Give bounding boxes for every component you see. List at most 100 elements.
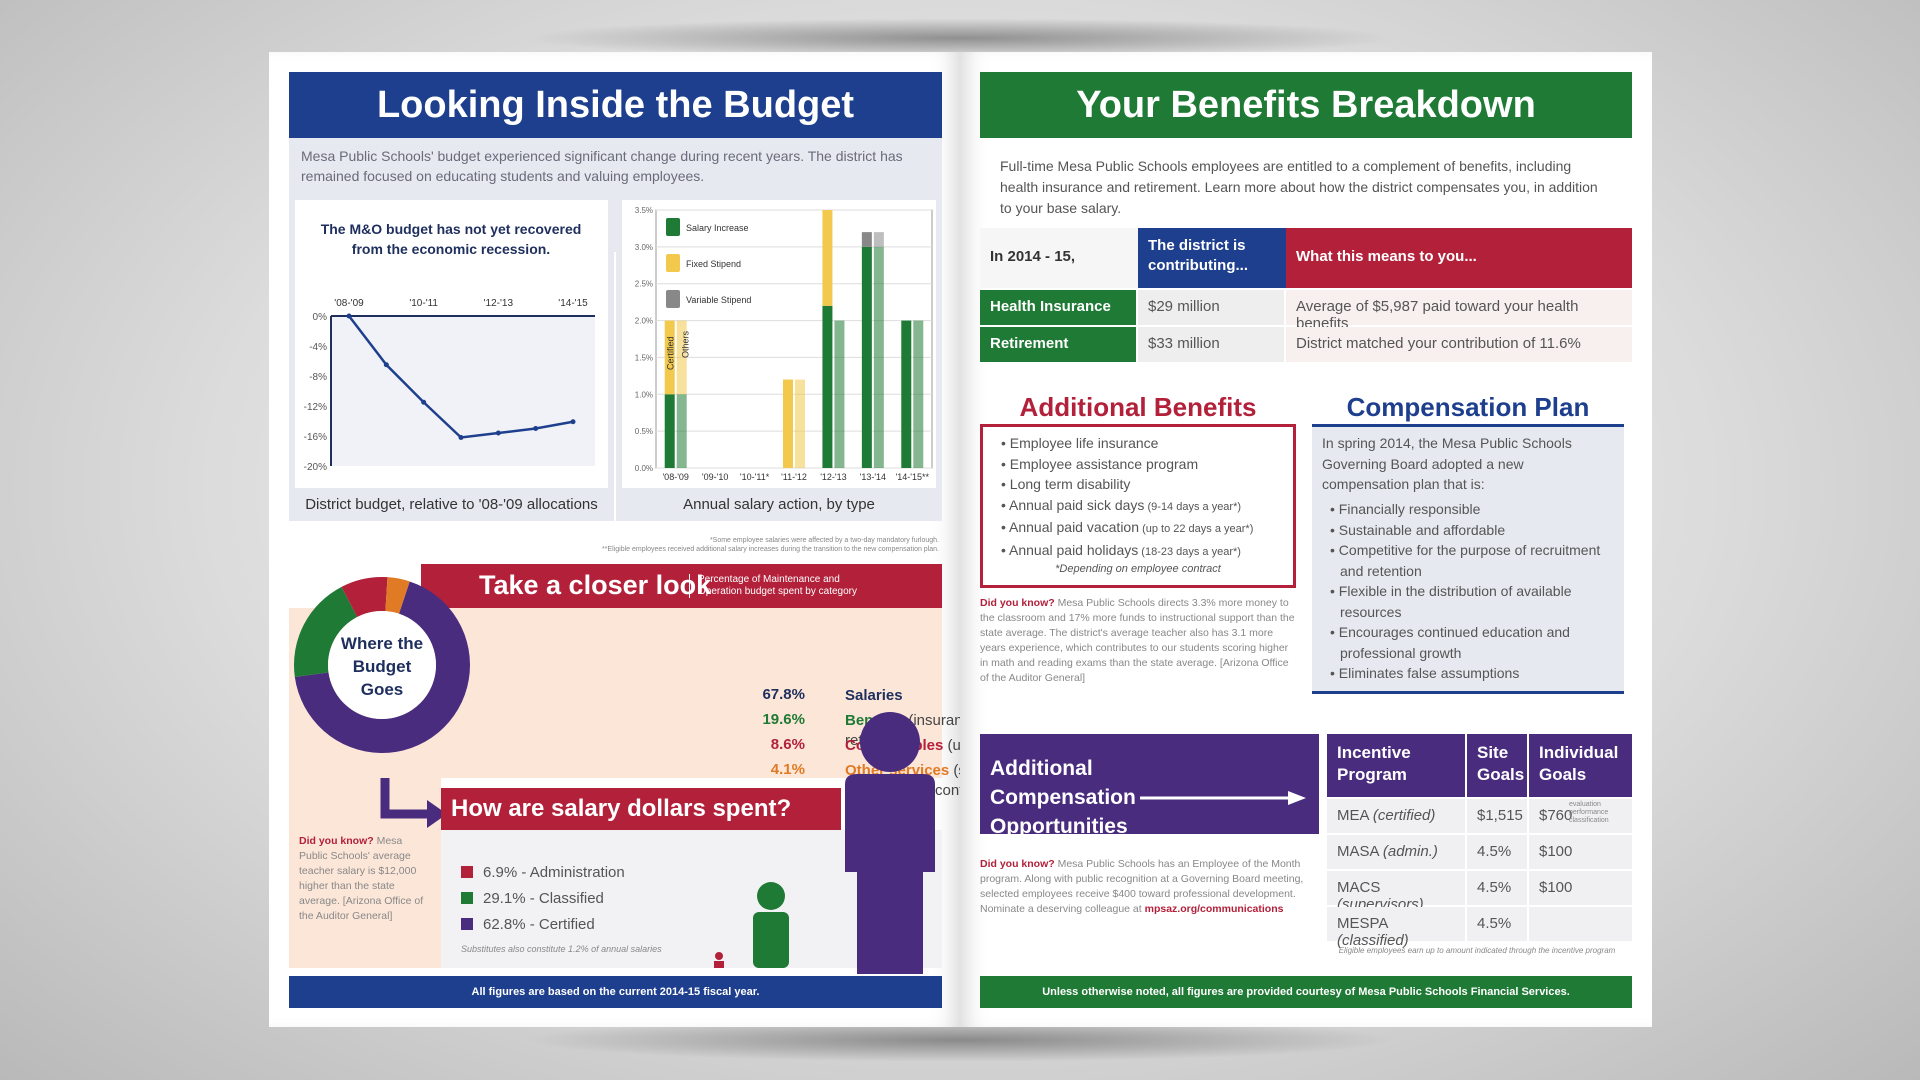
- donut-slice: [341, 576, 388, 618]
- bar-segment: [822, 305, 833, 468]
- person-icon-large: [845, 712, 935, 974]
- x-tick-label: '11-'12: [781, 472, 807, 482]
- benefit-meaning: Average of $5,987 paid toward your healt…: [1286, 290, 1632, 332]
- salary-row: 29.1% - Classified: [461, 890, 604, 907]
- y-tick-label: 1.0%: [635, 390, 653, 399]
- salary-label: 29.1% - Classified: [483, 890, 604, 907]
- x-tick-label: '10-'11: [409, 298, 438, 309]
- benefit-amount: $33 million: [1138, 327, 1284, 362]
- category-detail: (utilities, fuel & supplies): [947, 737, 960, 754]
- plot-frame: [655, 209, 933, 469]
- compensation-plan-box: In spring 2014, the Mesa Public Schools …: [1312, 424, 1624, 694]
- closer-look-subtitle: Percentage of Maintenance and Operation …: [689, 574, 879, 598]
- bar-segment: [873, 232, 884, 247]
- spread-shadow-top: [520, 18, 1400, 58]
- comp-list: • Financially responsible • Sustainable a…: [1330, 499, 1610, 684]
- donut-chart: Where the Budget Goes: [287, 570, 477, 760]
- additional-benefit-detail: (9-14 days a year*): [1144, 500, 1242, 513]
- group-label-others: Others: [681, 330, 691, 358]
- donut-hole: [328, 611, 436, 719]
- incentive-program: MASA (admin.): [1327, 835, 1465, 870]
- additional-benefit-item: • Employee life insurance: [1001, 435, 1159, 451]
- benefits-row: Health Insurance $29 million Average of $5…: [980, 290, 1632, 332]
- bar-segment: [901, 320, 912, 468]
- program-name: MACS: [1337, 879, 1381, 896]
- salary-swatch: [461, 892, 473, 904]
- budget-line-chart: The M&O budget has not yet recovered from…: [304, 221, 595, 473]
- dyk-label: Did you know?: [299, 835, 374, 847]
- comp-plan-item: • Encourages continued education and pro…: [1330, 624, 1570, 661]
- chart-footnote-2: **Eligible employees received additional…: [602, 546, 939, 553]
- y-tick-label: 2.0%: [635, 317, 653, 326]
- site-goal: $1,515: [1467, 799, 1527, 834]
- budget-line-chart-panel: The M&O budget has not yet recovered from…: [289, 196, 614, 521]
- donut-slice: [385, 577, 410, 614]
- right-footer: Unless otherwise noted, all figures are …: [980, 976, 1632, 1008]
- donut-label: Where the Budget Goes: [340, 634, 424, 699]
- did-you-know-salary: Did you know? Mesa Public Schools' avera…: [289, 778, 447, 968]
- y-tick-label: -12%: [304, 402, 327, 413]
- bar-segment: [783, 379, 793, 468]
- group-label-certified: Certified: [666, 336, 676, 370]
- dyk-label: Did you know?: [980, 858, 1055, 870]
- incentive-program: MEA (certified): [1327, 799, 1465, 834]
- benefit-meaning: District matched your contribution of 11…: [1286, 327, 1632, 362]
- program-name: MESPA: [1337, 915, 1388, 932]
- dyk-text: Did you know? Mesa Public Schools' avera…: [299, 834, 429, 924]
- individual-goal: $760 evaluation performance classificatio…: [1529, 799, 1632, 834]
- y-tick-label: 1.5%: [635, 353, 653, 362]
- bar-segment: [822, 210, 833, 306]
- program-group: (classified): [1337, 932, 1409, 949]
- x-tick-label: '08-'09: [662, 472, 688, 482]
- salary-label: 62.8% - Certified: [483, 916, 595, 933]
- additional-benefits-box: • Employee life insurance • Employee assi…: [980, 424, 1296, 588]
- left-page: Looking Inside the Budget Mesa Public Sc…: [269, 52, 960, 1027]
- closer-look-header: Take a closer look Percentage of Mainten…: [421, 564, 942, 608]
- bar-segment: [873, 246, 884, 468]
- category-percent: 8.6%: [770, 736, 805, 753]
- dyk-body: Mesa Public Schools' average teacher sal…: [299, 835, 424, 922]
- communications-link[interactable]: mpsaz.org/communications: [1144, 903, 1284, 915]
- comp-plan-item: • Financially responsible: [1330, 501, 1481, 517]
- program-group: (certified): [1372, 807, 1436, 824]
- legend-label: Fixed Stipend: [686, 259, 741, 269]
- incentive-program: MACS (supervisors): [1327, 871, 1465, 913]
- benefits-table-header: In 2014 - 15, The district is contributi…: [980, 228, 1632, 288]
- legend-swatch: [666, 218, 680, 236]
- additional-comp-title: Additional Compensation Opportunities: [990, 757, 1136, 838]
- y-tick-label: 0.5%: [635, 427, 653, 436]
- y-tick-label: 0.0%: [635, 464, 653, 473]
- line-chart-area: The M&O budget has not yet recovered from…: [295, 200, 608, 488]
- x-tick-label: '14-'15**: [896, 472, 930, 482]
- header-contributing: The district is contributing...: [1138, 228, 1286, 288]
- bar-segment: [861, 246, 872, 468]
- x-tick-label: '09-'10: [702, 472, 728, 482]
- intro-text: Mesa Public Schools' budget experienced …: [301, 148, 903, 184]
- x-tick-label: '12-'13: [484, 298, 514, 309]
- salary-header: How are salary dollars spent?: [441, 788, 841, 830]
- did-you-know-classroom: Did you know? Mesa Public Schools direct…: [980, 596, 1296, 686]
- arrow-right-icon: [1140, 791, 1306, 805]
- line-chart-caption: District budget, relative to '08-'09 all…: [305, 496, 598, 513]
- x-tick-label: '13-'14: [860, 472, 886, 482]
- bar-chart-caption: Annual salary action, by type: [683, 496, 875, 513]
- closer-look-title: Take a closer look: [479, 570, 712, 600]
- salary-swatch: [461, 918, 473, 930]
- category-percent: 67.8%: [762, 686, 805, 703]
- site-goal: 4.5%: [1467, 835, 1527, 870]
- incentive-program: MESPA (classified): [1327, 907, 1465, 949]
- y-tick-label: -4%: [309, 342, 327, 353]
- additional-benefit-detail: (18-23 days a year*): [1138, 545, 1241, 558]
- site-goal: 4.5%: [1467, 907, 1527, 942]
- salary-swatch: [461, 866, 473, 878]
- comp-intro: In spring 2014, the Mesa Public Schools …: [1322, 435, 1572, 492]
- dyk-body: Mesa Public Schools has an Employee of t…: [980, 858, 1304, 915]
- dyk-body: Mesa Public Schools directs 3.3% more mo…: [980, 597, 1295, 684]
- salary-label: 6.9% - Administration: [483, 864, 625, 881]
- incentive-note: Eligible employees earn up to amount ind…: [1338, 946, 1616, 955]
- budget-point: [495, 430, 501, 436]
- comp-plan-item: • Competitive for the purpose of recruit…: [1330, 542, 1601, 579]
- donut-slice: [293, 586, 358, 677]
- legend-label: Salary Increase: [686, 223, 749, 233]
- additional-benefit-item: • Annual paid sick days (9-14 days a yea…: [1001, 496, 1242, 513]
